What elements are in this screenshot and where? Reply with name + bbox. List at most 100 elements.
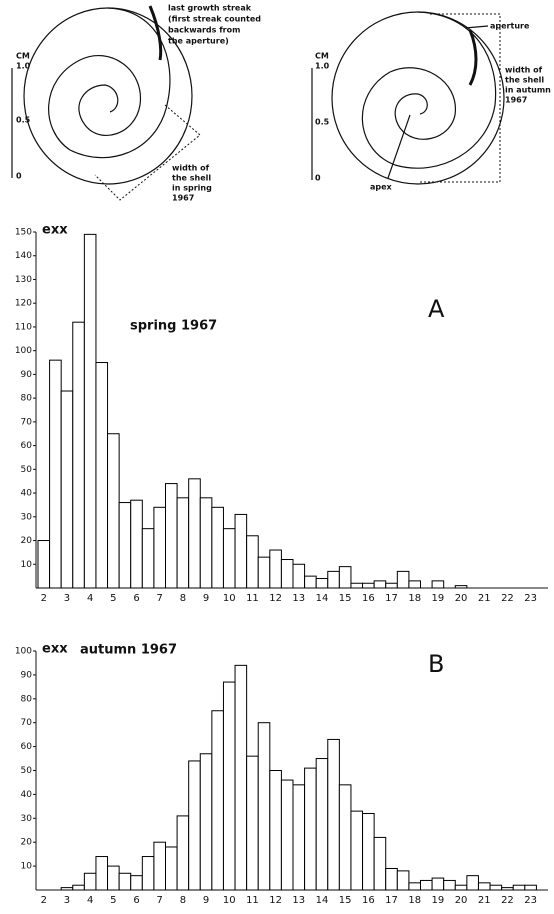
y-tick-label: 60 (21, 742, 33, 752)
x-tick-label: 18 (408, 895, 421, 906)
y-tick-label: 70 (21, 718, 33, 728)
note: (first streak counted (168, 15, 261, 24)
y-tick-label: 90 (21, 670, 33, 680)
x-tick-label: 3 (64, 593, 70, 604)
bar (408, 580, 421, 589)
bar (165, 846, 178, 891)
bar (222, 528, 236, 589)
x-tick-label: 11 (246, 895, 259, 906)
note: the shell (172, 174, 211, 183)
bar (304, 767, 317, 891)
bar (118, 872, 132, 891)
y-tick-label: 30 (21, 814, 33, 824)
bar (72, 321, 85, 589)
x-tick-label: 20 (455, 593, 468, 604)
shell-autumn: CM 1.0 0.5 0 aperture apex width of the … (311, 11, 551, 192)
scale-unit: CM (16, 52, 30, 61)
bar (431, 877, 445, 891)
bar (350, 582, 364, 589)
x-tick-label: 12 (269, 593, 282, 604)
scale-label: 0.5 (16, 116, 31, 125)
x-tick-label: 17 (385, 895, 398, 906)
y-tick-label: 80 (21, 394, 33, 404)
bar (269, 770, 282, 891)
bar (234, 513, 248, 589)
bar (454, 884, 468, 891)
bar (501, 887, 514, 891)
bar (95, 362, 109, 589)
bar (385, 582, 398, 589)
y-tick-label: 120 (15, 299, 32, 309)
bar (304, 575, 317, 589)
bar (327, 570, 340, 589)
note: apex (370, 183, 393, 192)
note: 1967 (505, 96, 527, 105)
x-tick-label: 6 (133, 895, 139, 906)
y-tick-label: 50 (21, 766, 33, 776)
bar (130, 875, 143, 891)
chart-title: spring 1967 (130, 319, 217, 334)
note: width of (172, 164, 210, 173)
scale-label: 0 (16, 172, 22, 181)
bar (396, 570, 410, 589)
bar (524, 884, 537, 891)
bar (72, 884, 85, 891)
x-tick-label: 2 (41, 895, 47, 906)
x-tick-label: 3 (64, 895, 70, 906)
x-tick-label: 14 (316, 895, 329, 906)
x-tick-label: 19 (432, 593, 445, 604)
bar (385, 867, 398, 891)
panel-label: A (428, 295, 445, 323)
x-tick-label: 4 (87, 895, 93, 906)
x-tick-label: 5 (110, 593, 116, 604)
y-tick-label: 60 (21, 441, 33, 451)
x-tick-label: 19 (432, 895, 445, 906)
bar (350, 810, 364, 891)
shell-outline (331, 11, 505, 185)
x-tick-label: 8 (180, 895, 186, 906)
bar (315, 578, 329, 589)
bar (362, 582, 375, 589)
bar (60, 390, 74, 589)
bar (153, 506, 166, 589)
bar (373, 580, 387, 589)
bar (373, 836, 387, 891)
bar (165, 483, 178, 589)
bar (176, 815, 190, 891)
bar (257, 556, 271, 589)
bar (188, 478, 201, 589)
bar (362, 813, 375, 891)
y-tick-label: 30 (21, 512, 33, 522)
bar (199, 497, 213, 589)
y-tick-label: 150 (15, 228, 32, 238)
panel-label: B (428, 650, 444, 678)
bar (176, 497, 190, 589)
bar (211, 506, 224, 589)
bar (327, 738, 340, 891)
x-tick-label: 16 (362, 895, 375, 906)
y-tick-label: 140 (15, 251, 32, 261)
x-tick-label: 11 (246, 593, 259, 604)
x-tick-label: 8 (180, 593, 186, 604)
bar (280, 559, 294, 589)
bar (188, 760, 201, 891)
x-tick-label: 7 (157, 895, 163, 906)
y-tick-label: 80 (21, 694, 33, 704)
pointer (464, 25, 489, 29)
bar (95, 856, 109, 891)
x-tick-label: 21 (478, 593, 491, 604)
x-tick-label: 6 (133, 593, 139, 604)
width-line (420, 13, 501, 183)
bar (60, 887, 74, 891)
x-tick-label: 17 (385, 593, 398, 604)
bar (49, 359, 62, 589)
x-tick-label: 7 (157, 593, 163, 604)
bar (153, 841, 166, 891)
note: in spring (172, 184, 212, 193)
y-tick-label: 20 (21, 536, 33, 546)
bar (431, 580, 445, 589)
y-axis-label: exx (42, 642, 68, 657)
bar (141, 528, 155, 589)
pointer (387, 114, 411, 179)
x-tick-label: 13 (292, 593, 305, 604)
